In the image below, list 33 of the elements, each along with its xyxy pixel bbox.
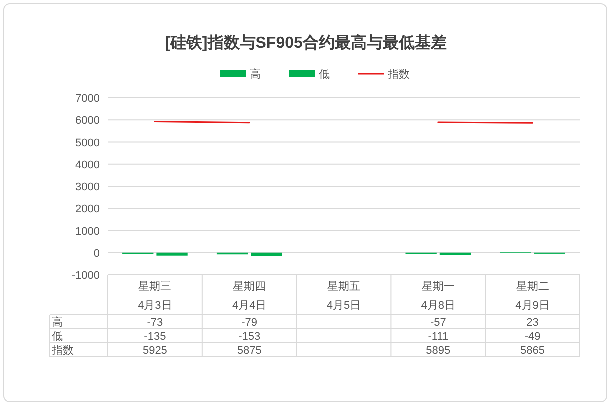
x-tick-label: 星期一 4月8日 <box>421 281 456 312</box>
legend-label: 高 <box>250 68 261 81</box>
y-tick-label: -1000 <box>72 270 100 282</box>
x-tick-label: 星期二 4月9日 <box>516 281 550 312</box>
y-tick-label: 4000 <box>76 159 100 172</box>
legend-label: 低 <box>319 69 330 81</box>
chart-title: [硅铁]指数与SF905合约最高与最低基差 <box>165 33 447 52</box>
y-tick-label: 3000 <box>76 182 100 194</box>
data-label: -49 <box>524 331 541 343</box>
data-label: -111 <box>428 331 449 343</box>
legend-label: 指数 <box>387 69 410 81</box>
data-label: -135 <box>144 331 166 343</box>
data-label: 5895 <box>426 345 451 357</box>
y-tick-label: 6000 <box>76 115 100 128</box>
data-label: -73 <box>147 317 164 329</box>
x-tick-label: 星期五 4月5日 <box>326 281 362 312</box>
data-label: -79 <box>242 317 258 329</box>
y-tick-label: 0 <box>94 248 100 260</box>
y-tick-label: 5000 <box>76 137 100 150</box>
data-label: -57 <box>430 317 446 329</box>
data-label: -153 <box>238 331 261 343</box>
data-label: 23 <box>526 317 539 329</box>
text: 低 <box>52 331 63 343</box>
text: 高 <box>52 317 63 329</box>
data-label: 5865 <box>520 345 546 357</box>
data-label: 5875 <box>237 345 262 357</box>
y-tick-label: 7000 <box>76 93 100 105</box>
data-label: 5925 <box>142 345 168 357</box>
y-tick-label: 1000 <box>76 226 100 238</box>
y-tick-label: 2000 <box>76 204 100 216</box>
x-tick-label: 星期三 4月3日 <box>138 281 172 312</box>
x-tick-label: 星期四 4月4日 <box>232 281 267 312</box>
text: 指数 <box>52 345 74 357</box>
